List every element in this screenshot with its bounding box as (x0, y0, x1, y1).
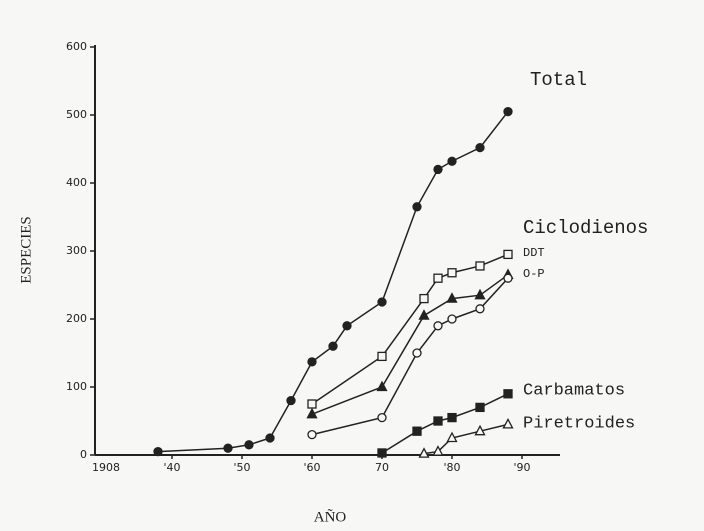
point (377, 412, 387, 423)
y-tick-label: 200 (66, 312, 87, 325)
point (433, 416, 443, 426)
x-tick-label: '50 (233, 461, 250, 474)
point (153, 446, 163, 457)
point (433, 321, 443, 331)
point (377, 448, 387, 458)
point (503, 389, 513, 399)
point (475, 402, 485, 413)
y-tick-label: 500 (66, 108, 87, 121)
point (433, 164, 443, 175)
series-line (311, 274, 509, 415)
point (412, 348, 422, 358)
series-label: Ciclodienos (523, 217, 648, 239)
series-line (381, 393, 509, 454)
x-tick-label: '60 (303, 461, 320, 474)
series-label: Piretroides (523, 414, 635, 433)
point (447, 268, 457, 278)
series-line (311, 253, 509, 405)
point (418, 447, 430, 458)
point (502, 418, 514, 429)
x-tick-label: '40 (163, 461, 180, 474)
x-start-label: 1908 (92, 461, 120, 474)
point (223, 443, 233, 453)
point (475, 261, 485, 271)
point (432, 445, 444, 456)
point (377, 351, 387, 362)
point (503, 249, 513, 260)
point (377, 297, 387, 307)
point (475, 304, 485, 314)
point (446, 431, 458, 443)
point (446, 292, 458, 303)
point (412, 202, 422, 212)
y-axis-label: ESPECIES (18, 216, 34, 284)
series-label: Total (530, 69, 587, 91)
series-label: O-P (523, 267, 545, 281)
y-tick-label: 300 (66, 244, 87, 257)
point (244, 440, 254, 450)
x-tick-label: '80 (443, 461, 460, 474)
point (265, 433, 275, 443)
y-tick-label: 600 (66, 40, 87, 53)
point (447, 412, 457, 423)
point (503, 273, 513, 283)
x-tick-label: 70 (375, 461, 389, 474)
point (419, 293, 429, 304)
point (474, 424, 486, 436)
point (376, 380, 388, 392)
y-tick-label: 0 (80, 448, 87, 461)
series-label: DDT (523, 246, 545, 260)
point (328, 341, 338, 351)
y-tick-label: 400 (66, 176, 87, 189)
point (412, 426, 422, 436)
x-axis-label: AÑO (314, 509, 347, 525)
point (307, 429, 317, 440)
point (433, 273, 443, 283)
y-tick-label: 100 (66, 380, 87, 393)
point (503, 106, 513, 117)
x-tick-label: '90 (513, 461, 530, 474)
point (475, 142, 485, 153)
point (447, 156, 457, 166)
point (447, 314, 457, 324)
point (307, 399, 317, 409)
point (342, 321, 352, 331)
point (307, 357, 317, 367)
point (286, 395, 296, 406)
point (418, 309, 430, 320)
point (474, 288, 486, 300)
point (306, 407, 318, 419)
series-label: Carbamatos (523, 381, 625, 400)
